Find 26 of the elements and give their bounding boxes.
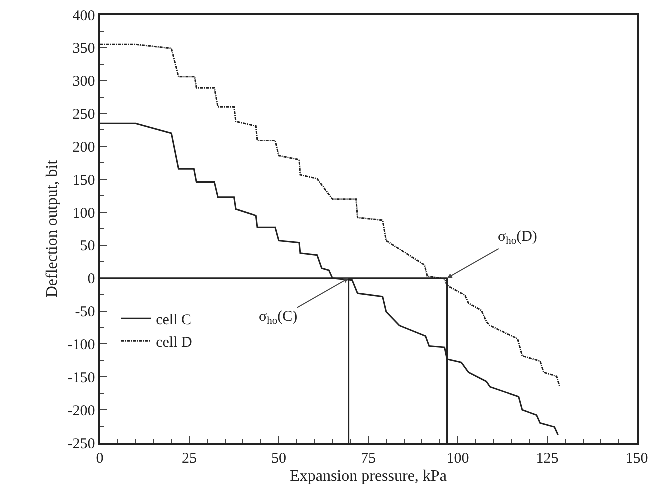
y-tick-label: 400	[72, 8, 96, 24]
annotation: σ$_{ho}$(D)	[498, 229, 538, 248]
x-tick-label: 150	[626, 450, 648, 467]
x-tick-label: 50	[272, 450, 286, 467]
y-tick-label: 250	[72, 107, 96, 124]
annotation: σ$_{ho}$(C)	[259, 309, 298, 328]
legend-label: cell C	[156, 312, 192, 328]
y-tick-label: -150	[68, 370, 96, 386]
x-tick-label: 125	[536, 450, 559, 467]
y-tick-label: -50	[75, 304, 96, 321]
x-tick-label: 100	[446, 450, 470, 467]
y-tick-label: 300	[72, 74, 96, 90]
y-tick-label: -250	[68, 436, 96, 452]
x-axis-title: Expansion pressure, kPa	[290, 468, 447, 485]
y-tick-label: 100	[72, 206, 96, 222]
y-tick-label: 350	[72, 41, 96, 58]
x-tick-label: 75	[361, 450, 376, 467]
y-tick-label: 50	[80, 238, 96, 255]
y-tick-label: 150	[72, 172, 96, 189]
y-axis-title: Deflection output, bit	[44, 160, 62, 298]
y-tick-label: -200	[68, 403, 96, 420]
y-tick-label: -100	[68, 337, 96, 354]
x-tick-label: 25	[182, 450, 197, 467]
y-tick-label: 0	[88, 272, 96, 288]
y-tick-label: 200	[72, 140, 96, 156]
legend-label: cell D	[156, 335, 193, 351]
